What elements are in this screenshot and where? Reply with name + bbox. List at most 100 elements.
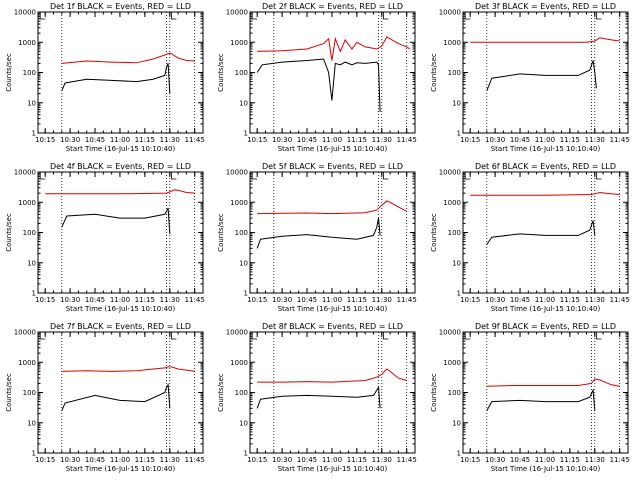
x-tick-label: 11:15 (347, 296, 367, 304)
x-tick-label: 11:15 (135, 296, 155, 304)
x-tick-label: 11:00 (535, 456, 555, 464)
plot-frame (249, 171, 416, 294)
x-tick-label: 10:30 (60, 136, 80, 144)
x-tick-label: 11:30 (160, 136, 180, 144)
x-tick-label: 10:30 (60, 296, 80, 304)
y-axis-label: Counts/sec (5, 373, 13, 412)
x-tick-label: 10:15 (35, 296, 55, 304)
plot-frame (462, 11, 629, 134)
x-tick-label: 11:45 (185, 456, 205, 464)
lld-series-line (257, 36, 411, 61)
x-tick-label: 10:15 (35, 136, 55, 144)
corner-mark (596, 172, 602, 180)
plot-frame (462, 331, 629, 454)
y-tick-label: 1 (32, 290, 36, 298)
y-tick-label: 100 (23, 389, 36, 397)
events-series-line (61, 207, 171, 234)
x-tick-label: 10:45 (297, 136, 317, 144)
x-tick-label: 11:00 (322, 296, 342, 304)
panel-det-6: Det 6f BLACK = Events, RED = LLD 1 10 100 10… (430, 162, 630, 313)
events-series-line (61, 63, 171, 94)
x-tick-label: 10:30 (272, 296, 292, 304)
events-series-line (256, 58, 381, 112)
y-tick-label: 100 (448, 389, 461, 397)
x-tick-label: 11:30 (585, 456, 605, 464)
x-tick-label: 10:15 (247, 456, 267, 464)
x-tick-label: 10:30 (60, 456, 80, 464)
x-tick-label: 10:30 (272, 136, 292, 144)
y-axis-label: Counts/sec (430, 213, 438, 252)
y-tick-label: 100 (23, 69, 36, 77)
plot-frame (249, 11, 416, 134)
y-tick-label: 100 (448, 229, 461, 237)
lld-series-line (257, 368, 407, 383)
corner-mark (383, 172, 389, 180)
x-tick-label: 11:45 (397, 456, 417, 464)
y-tick-label: 10000 (226, 169, 248, 177)
x-axis-label: Start Time (16-Jul-15 10:10:40) (491, 305, 601, 313)
y-tick-label: 1 (457, 130, 461, 138)
y-tick-label: 10000 (439, 9, 461, 17)
y-tick-label: 1 (244, 130, 248, 138)
events-series-line (486, 388, 596, 411)
y-axis-label: Counts/sec (430, 53, 438, 92)
corner-mark (464, 172, 471, 180)
x-tick-label: 10:45 (297, 456, 317, 464)
x-tick-label: 11:30 (585, 136, 605, 144)
corner-mark (39, 12, 46, 20)
lld-series-line (470, 191, 620, 196)
plot-frame (37, 331, 204, 454)
x-tick-label: 11:45 (397, 296, 417, 304)
x-tick-label: 11:15 (135, 136, 155, 144)
y-tick-label: 1 (244, 290, 248, 298)
y-axis-label: Counts/sec (5, 213, 13, 252)
corner-mark (596, 12, 602, 20)
x-axis-label: Start Time (16-Jul-15 10:10:40) (491, 145, 601, 153)
x-axis-label: Start Time (16-Jul-15 10:10:40) (66, 305, 176, 313)
events-series-line (256, 385, 381, 409)
y-tick-label: 10 (452, 99, 461, 107)
x-axis-label: Start Time (16-Jul-15 10:10:40) (278, 145, 388, 153)
lld-series-line (257, 200, 407, 215)
x-tick-label: 11:15 (560, 136, 580, 144)
panel-title: Det 8f BLACK = Events, RED = LLD (262, 322, 403, 331)
events-series-line (486, 60, 597, 91)
events-series-line (256, 218, 381, 249)
y-tick-label: 100 (23, 229, 36, 237)
y-tick-label: 100 (235, 69, 248, 77)
x-tick-label: 11:00 (322, 136, 342, 144)
y-tick-label: 10 (452, 259, 461, 267)
panel-det-7: Det 7f BLACK = Events, RED = LLD 1 10 100 10… (5, 322, 205, 473)
y-tick-label: 10 (27, 99, 36, 107)
y-tick-label: 10 (27, 259, 36, 267)
panel-det-9: Det 9f BLACK = Events, RED = LLD 1 10 100 10… (430, 322, 630, 473)
x-tick-label: 10:45 (510, 136, 530, 144)
lld-series-line (61, 366, 195, 372)
lld-series-line (470, 37, 620, 43)
lld-series-line (486, 378, 620, 387)
y-tick-label: 1 (244, 450, 248, 458)
x-tick-label: 11:45 (397, 136, 417, 144)
x-tick-label: 11:30 (160, 296, 180, 304)
corner-mark (251, 12, 258, 20)
x-tick-label: 10:45 (85, 296, 105, 304)
corner-mark (464, 12, 471, 20)
y-tick-label: 1000 (443, 39, 461, 47)
panel-title: Det 7f BLACK = Events, RED = LLD (50, 322, 191, 331)
y-tick-label: 10 (239, 259, 248, 267)
panel-title: Det 5f BLACK = Events, RED = LLD (262, 162, 403, 171)
x-axis-label: Start Time (16-Jul-15 10:10:40) (491, 465, 601, 473)
x-axis-label: Start Time (16-Jul-15 10:10:40) (278, 465, 388, 473)
x-tick-label: 11:30 (372, 456, 392, 464)
x-tick-label: 10:45 (85, 456, 105, 464)
x-tick-label: 10:30 (485, 296, 505, 304)
x-tick-label: 10:15 (460, 296, 480, 304)
y-tick-label: 10 (27, 419, 36, 427)
y-tick-label: 1 (457, 290, 461, 298)
corner-mark (464, 332, 471, 340)
y-tick-label: 10000 (226, 329, 248, 337)
y-tick-label: 100 (448, 69, 461, 77)
x-tick-label: 11:30 (372, 136, 392, 144)
corner-mark (383, 12, 389, 20)
